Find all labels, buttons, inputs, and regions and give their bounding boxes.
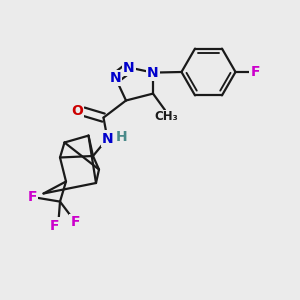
Text: F: F (28, 190, 37, 204)
Text: F: F (250, 65, 260, 79)
Text: N: N (102, 132, 114, 145)
Text: N: N (110, 71, 121, 85)
Text: F: F (70, 215, 80, 229)
Text: CH₃: CH₃ (154, 110, 178, 123)
Text: H: H (116, 130, 128, 144)
Text: O: O (71, 104, 83, 118)
Text: N: N (147, 66, 159, 80)
Text: N: N (123, 61, 135, 74)
Text: F: F (50, 219, 60, 232)
